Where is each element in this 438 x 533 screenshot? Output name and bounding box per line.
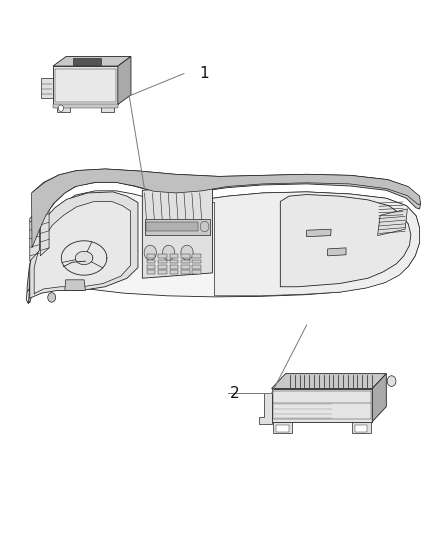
Bar	[355, 425, 367, 432]
Bar	[276, 425, 289, 432]
Polygon shape	[34, 201, 131, 294]
Bar	[181, 265, 190, 269]
Circle shape	[200, 221, 209, 232]
Circle shape	[181, 245, 193, 260]
Polygon shape	[53, 56, 131, 66]
Polygon shape	[328, 248, 346, 256]
Polygon shape	[272, 389, 372, 422]
Bar	[170, 260, 178, 263]
Polygon shape	[73, 58, 101, 65]
Bar	[147, 265, 155, 269]
Polygon shape	[30, 208, 39, 261]
Polygon shape	[307, 229, 331, 237]
Bar	[170, 265, 178, 269]
Polygon shape	[142, 185, 212, 278]
Bar	[181, 270, 190, 274]
Circle shape	[58, 105, 64, 111]
Polygon shape	[75, 252, 93, 264]
Bar	[192, 254, 201, 258]
Bar	[170, 270, 178, 274]
Bar	[170, 254, 178, 258]
Circle shape	[162, 245, 175, 260]
Polygon shape	[378, 209, 407, 236]
Polygon shape	[101, 104, 114, 112]
Polygon shape	[65, 280, 85, 290]
Text: 2: 2	[230, 386, 240, 401]
Polygon shape	[57, 104, 70, 112]
Polygon shape	[118, 56, 131, 104]
Polygon shape	[30, 192, 138, 298]
Bar	[158, 260, 167, 263]
Bar	[55, 69, 116, 102]
Polygon shape	[53, 104, 118, 108]
Bar	[158, 265, 167, 269]
Polygon shape	[27, 169, 420, 303]
Bar	[158, 270, 167, 274]
Polygon shape	[26, 191, 420, 304]
Bar	[192, 265, 201, 269]
Polygon shape	[280, 195, 411, 287]
Circle shape	[48, 293, 56, 302]
Bar	[181, 260, 190, 263]
Bar	[273, 391, 371, 419]
Bar	[192, 260, 201, 263]
Polygon shape	[273, 422, 292, 433]
Bar	[158, 254, 167, 258]
Polygon shape	[372, 374, 386, 422]
Polygon shape	[352, 422, 371, 433]
Bar	[192, 270, 201, 274]
Polygon shape	[41, 78, 53, 98]
Bar	[147, 270, 155, 274]
Bar	[147, 254, 155, 258]
Polygon shape	[175, 192, 420, 296]
Bar	[146, 222, 198, 231]
Polygon shape	[40, 204, 49, 256]
Polygon shape	[272, 374, 386, 389]
Bar	[145, 219, 210, 235]
Circle shape	[144, 245, 156, 260]
Text: 1: 1	[199, 66, 209, 81]
Polygon shape	[53, 66, 118, 104]
Polygon shape	[259, 393, 272, 424]
Circle shape	[387, 376, 396, 386]
Polygon shape	[32, 169, 420, 248]
Bar	[147, 260, 155, 263]
Bar	[181, 254, 190, 258]
